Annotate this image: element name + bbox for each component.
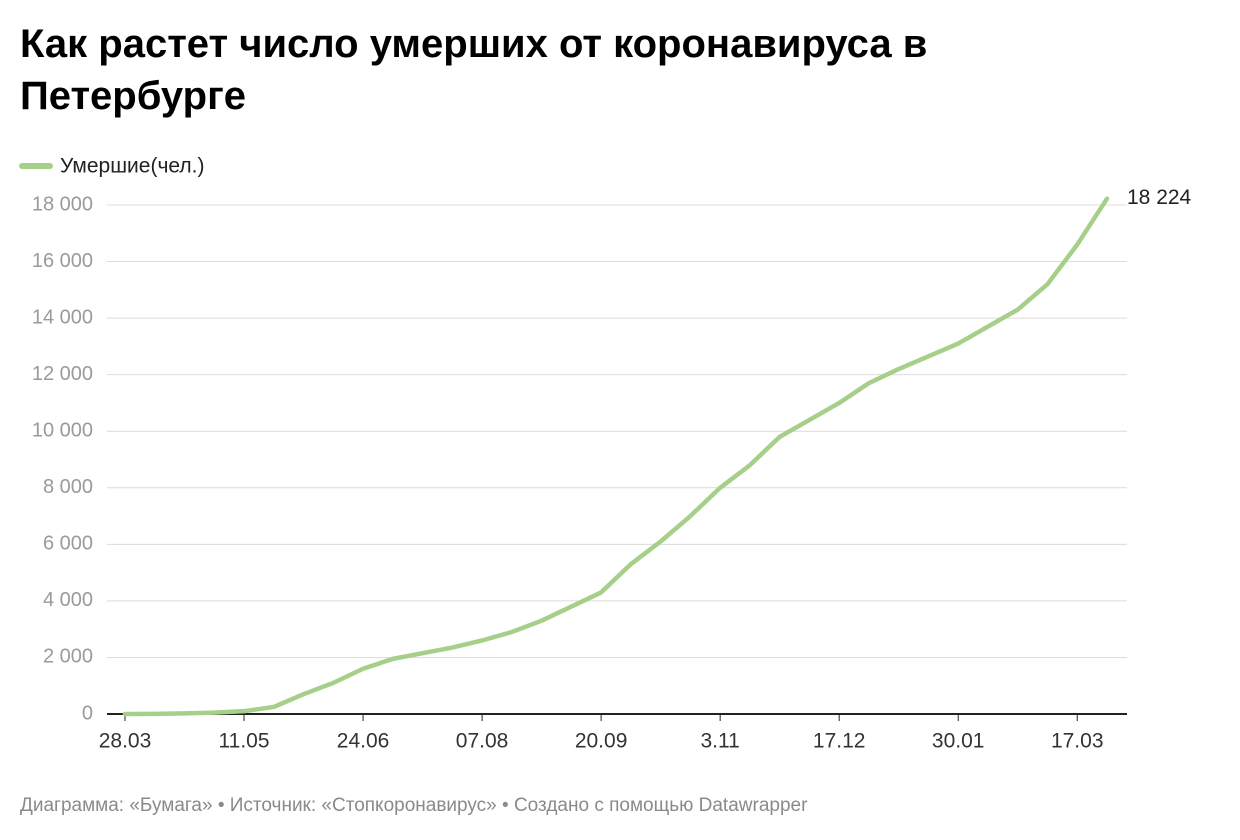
y-tick-label: 6 000 xyxy=(43,533,93,555)
y-tick-label: 18 000 xyxy=(32,193,93,215)
y-tick-label: 12 000 xyxy=(32,363,93,385)
y-tick-label: 8 000 xyxy=(43,476,93,498)
x-tick-label: 24.06 xyxy=(337,730,390,753)
y-tick-label: 4 000 xyxy=(43,589,93,611)
y-tick-label: 14 000 xyxy=(32,306,93,328)
x-tick-label: 28.03 xyxy=(99,730,152,753)
legend-label: Умершие(чел.) xyxy=(60,155,204,178)
x-tick-label: 20.09 xyxy=(575,730,628,753)
x-tick-label: 30.01 xyxy=(932,730,985,753)
y-tick-label: 2 000 xyxy=(43,646,93,668)
x-tick-label: 3.11 xyxy=(700,730,739,753)
value-label: 18 224 xyxy=(1127,186,1192,209)
chart-title: Как растет число умерших от коронавируса… xyxy=(20,22,928,118)
x-tick-label: 17.12 xyxy=(813,730,866,753)
x-tick-label: 07.08 xyxy=(456,730,509,753)
y-tick-label: 10 000 xyxy=(32,420,93,442)
x-tick-label: 11.05 xyxy=(219,730,270,753)
y-tick-label: 0 xyxy=(82,702,93,724)
caption: Диаграмма: «Бумага» • Источник: «Стопкор… xyxy=(20,795,808,816)
x-tick-label: 17.03 xyxy=(1051,730,1104,753)
data-line xyxy=(122,196,1110,717)
y-tick-label: 16 000 xyxy=(32,250,93,272)
